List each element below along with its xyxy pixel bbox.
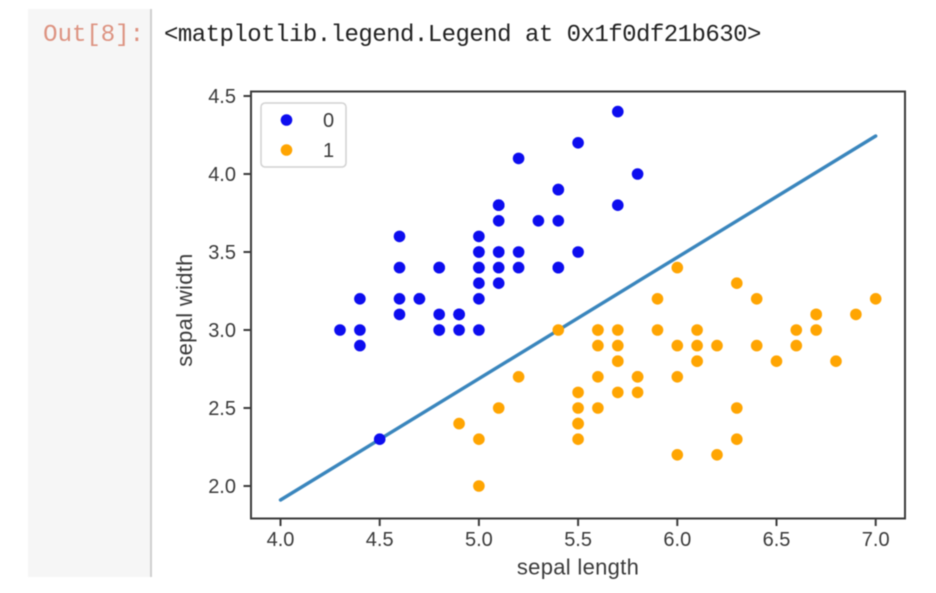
svg-text:7.0: 7.0 [862, 529, 890, 551]
svg-text:3.5: 3.5 [208, 242, 236, 264]
svg-text:2.5: 2.5 [208, 398, 236, 420]
svg-text:sepal length: sepal length [517, 555, 639, 580]
svg-text:6.5: 6.5 [763, 529, 791, 551]
svg-text:5.5: 5.5 [564, 529, 592, 551]
svg-text:sepal width: sepal width [172, 253, 197, 366]
svg-text:4.5: 4.5 [366, 529, 394, 551]
svg-text:1: 1 [323, 140, 334, 162]
svg-text:2.0: 2.0 [208, 476, 236, 498]
svg-text:4.0: 4.0 [208, 164, 236, 186]
svg-text:0: 0 [323, 110, 334, 132]
svg-text:4.0: 4.0 [267, 529, 295, 551]
svg-text:6.0: 6.0 [663, 529, 691, 551]
svg-text:4.5: 4.5 [208, 86, 236, 108]
svg-text:3.0: 3.0 [208, 320, 236, 342]
svg-text:5.0: 5.0 [465, 529, 493, 551]
